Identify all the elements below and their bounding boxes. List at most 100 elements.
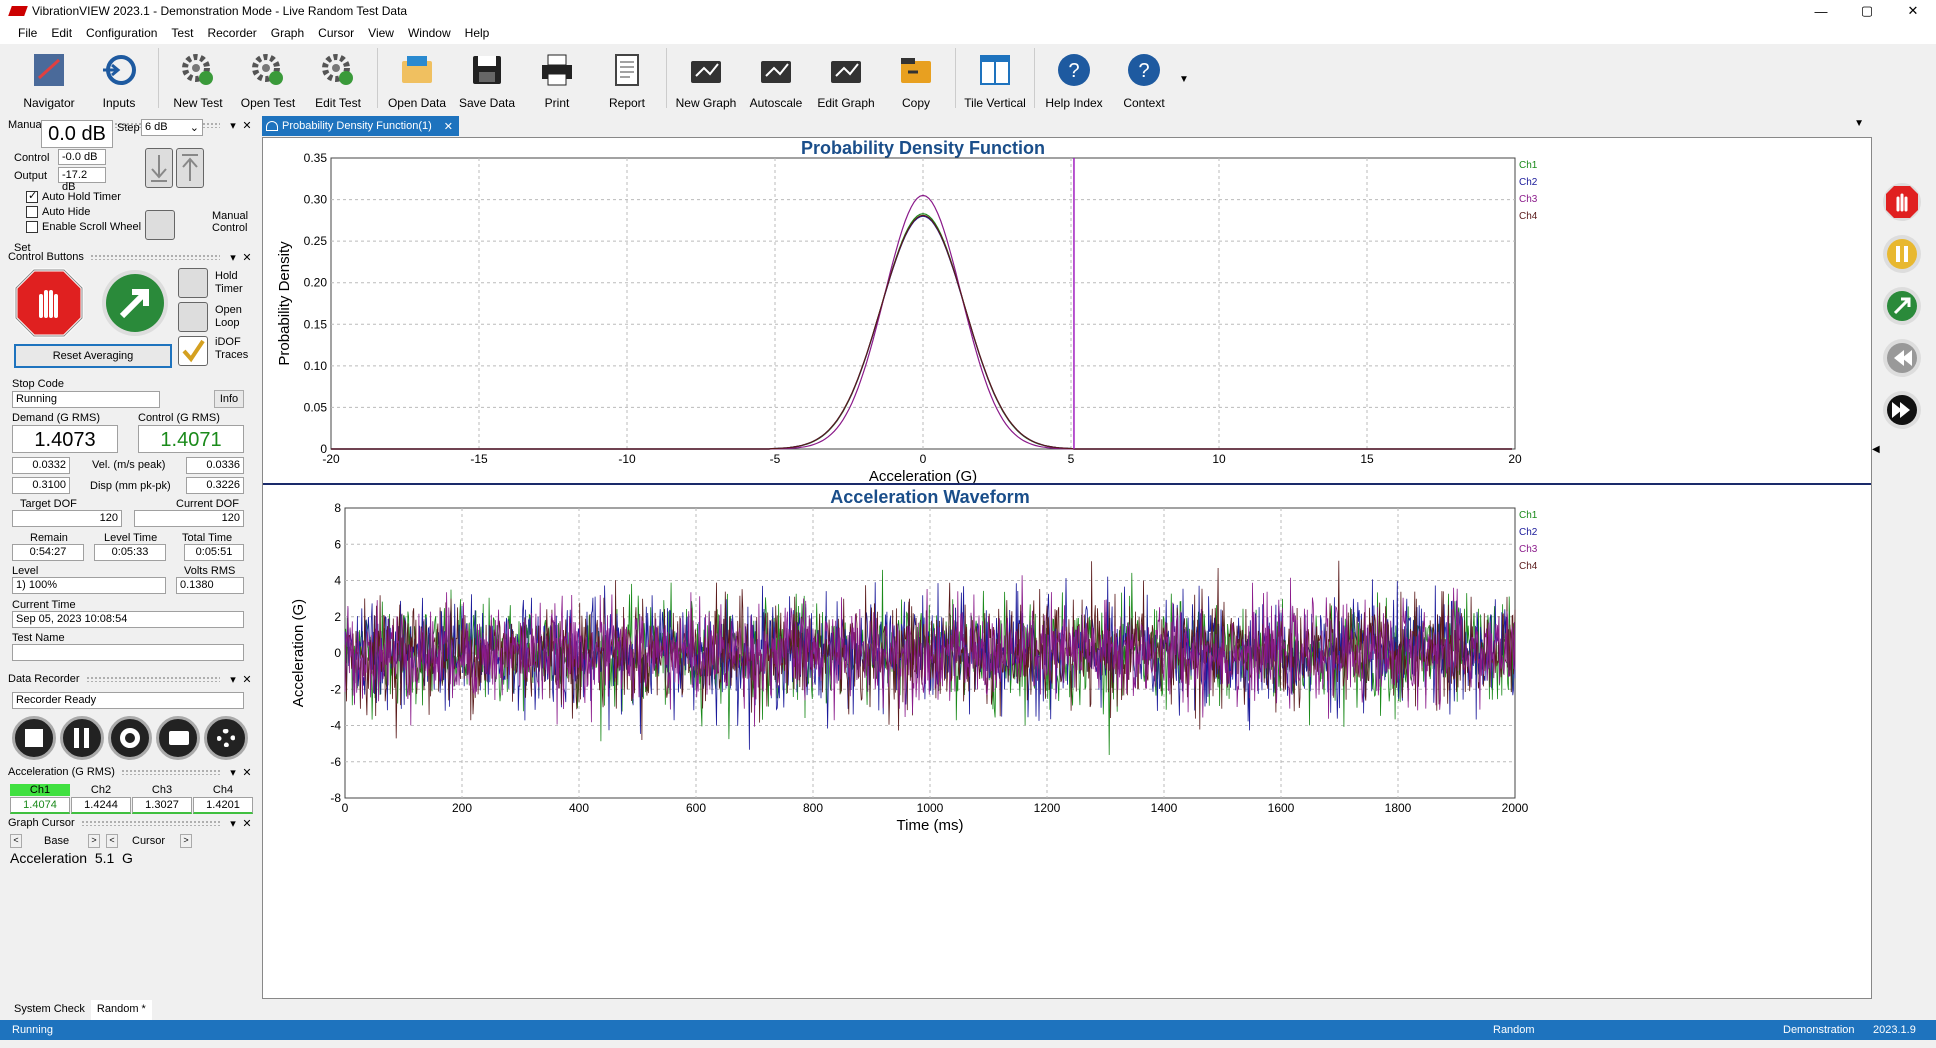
step-select[interactable]: 6 dB ⌄: [141, 119, 203, 136]
print-button[interactable]: Print: [522, 44, 592, 110]
toolbar-label: Tile Vertical: [964, 96, 1026, 110]
base-left-button[interactable]: <: [10, 834, 22, 848]
data-recorder-title: Data Recorder: [8, 673, 80, 685]
toolbar-label: Open Test: [240, 96, 296, 110]
close-icon[interactable]: ✕: [242, 673, 252, 686]
start-button[interactable]: [100, 268, 170, 338]
open-loop-button[interactable]: [178, 302, 208, 332]
inputs-button[interactable]: Inputs: [84, 44, 154, 110]
stop-side-button[interactable]: [1882, 182, 1922, 222]
auto-hide-checkbox[interactable]: [26, 206, 38, 218]
bottom-tab-1[interactable]: Random *: [90, 1000, 152, 1020]
chevron-down-icon[interactable]: ▼: [1854, 118, 1864, 129]
toolbar-label: Print: [544, 96, 570, 110]
record-open-button[interactable]: [156, 716, 200, 760]
idof-button[interactable]: [178, 336, 208, 366]
channel-name-4[interactable]: Ch4: [212, 784, 234, 796]
level-time-value: 0:05:33: [94, 544, 166, 561]
step-up-button[interactable]: [176, 148, 204, 188]
menu-test[interactable]: Test: [171, 26, 194, 40]
menu-window[interactable]: Window: [407, 26, 451, 40]
open-test-button[interactable]: Open Test: [233, 44, 303, 110]
waveform-ylabel: Acceleration (G): [290, 599, 307, 707]
menu-help[interactable]: Help: [464, 26, 490, 40]
record-stop-button[interactable]: [12, 716, 56, 760]
pdf-legend-ch1: Ch1: [1519, 160, 1538, 171]
stop-button[interactable]: [14, 268, 84, 338]
new-graph-button[interactable]: New Graph: [671, 44, 741, 110]
reset-averaging-button[interactable]: Reset Averaging: [14, 344, 172, 368]
rewind-side-button[interactable]: [1882, 338, 1922, 378]
menu-view[interactable]: View: [368, 26, 394, 40]
hold-timer-label: Hold Timer: [215, 270, 243, 295]
toolbar-overflow-icon[interactable]: ▼: [1179, 74, 1189, 85]
waveform-xtick-label: 2000: [1502, 801, 1529, 815]
navigator-button[interactable]: Navigator: [14, 44, 84, 110]
chevron-down-icon[interactable]: ▾: [230, 817, 236, 830]
report-button[interactable]: Report: [592, 44, 662, 110]
menu-configuration[interactable]: Configuration: [86, 26, 158, 40]
edit-graph-button[interactable]: Edit Graph: [811, 44, 881, 110]
demand-label: Demand (G RMS): [12, 412, 101, 424]
menu-edit[interactable]: Edit: [51, 26, 73, 40]
menu-graph[interactable]: Graph: [270, 26, 305, 40]
close-button[interactable]: ✕: [1907, 3, 1919, 18]
menu-file[interactable]: File: [18, 26, 38, 40]
total-time-label: Total Time: [182, 532, 233, 544]
menu-recorder[interactable]: Recorder: [207, 26, 257, 40]
set-value[interactable]: 0.0 dB: [41, 120, 113, 148]
record-button[interactable]: [108, 716, 152, 760]
channel-value-4: 1.4201: [193, 797, 253, 814]
record-settings-button[interactable]: [204, 716, 248, 760]
hold-timer-button[interactable]: [178, 268, 208, 298]
close-icon[interactable]: ✕: [242, 251, 252, 264]
bottom-tab-0[interactable]: System Check: [14, 1003, 85, 1015]
base-right-button[interactable]: >: [88, 834, 100, 848]
minimize-button[interactable]: —: [1814, 3, 1828, 19]
close-icon[interactable]: ✕: [242, 817, 252, 830]
new-test-button[interactable]: New Test: [163, 44, 233, 110]
cursor-left-button[interactable]: <: [106, 834, 118, 848]
waveform-ytick-label: 8: [334, 501, 341, 515]
forward-side-button[interactable]: [1882, 390, 1922, 430]
step-down-button[interactable]: [145, 148, 173, 188]
chevron-down-icon[interactable]: ▾: [230, 673, 236, 686]
cursor-right-button[interactable]: >: [180, 834, 192, 848]
close-icon[interactable]: ✕: [242, 119, 252, 132]
tile-vertical-button[interactable]: Tile Vertical: [960, 44, 1030, 110]
info-button[interactable]: Info: [214, 390, 244, 408]
chevron-down-icon[interactable]: ▾: [230, 251, 236, 264]
scroll-wheel-checkbox[interactable]: [26, 221, 38, 233]
start-side-button[interactable]: [1882, 286, 1922, 326]
context-button[interactable]: ? Context: [1109, 44, 1179, 110]
vel-right-value: 0.0336: [186, 457, 244, 474]
waveform-legend-ch1: Ch1: [1519, 510, 1538, 521]
waveform-xtick-label: 600: [686, 801, 706, 815]
auto-hold-checkbox[interactable]: ✓: [26, 190, 38, 203]
channel-name-1[interactable]: Ch1: [10, 784, 70, 796]
channel-name-2[interactable]: Ch2: [90, 784, 112, 796]
autoscale-icon: [756, 50, 796, 90]
close-icon[interactable]: ✕: [443, 120, 454, 133]
pause-side-button[interactable]: [1882, 234, 1922, 274]
pdf-xtick-label: 5: [1068, 452, 1075, 466]
waveform-ytick-label: 0: [334, 646, 341, 660]
save-data-button[interactable]: Save Data: [452, 44, 522, 110]
copy-button[interactable]: Copy: [881, 44, 951, 110]
menu-cursor[interactable]: Cursor: [318, 26, 355, 40]
vel-left-value: 0.0332: [12, 457, 70, 474]
manual-control-button[interactable]: [145, 210, 175, 240]
record-pause-button[interactable]: [60, 716, 104, 760]
autoscale-button[interactable]: Autoscale: [741, 44, 811, 110]
help-index-button[interactable]: ? Help Index: [1039, 44, 1109, 110]
edit-test-button[interactable]: Edit Test: [303, 44, 373, 110]
maximize-button[interactable]: ▢: [1860, 3, 1874, 18]
chevron-down-icon[interactable]: ▾: [230, 766, 236, 779]
tab-pdf[interactable]: Probability Density Function(1) ✕: [262, 116, 460, 136]
open-data-button[interactable]: Open Data: [382, 44, 452, 110]
collapse-panel-icon[interactable]: ◀: [1872, 444, 1880, 455]
chevron-down-icon[interactable]: ▾: [230, 119, 236, 132]
close-icon[interactable]: ✕: [242, 766, 252, 779]
channel-name-3[interactable]: Ch3: [151, 784, 173, 796]
toolbar-label: Inputs: [102, 96, 136, 110]
